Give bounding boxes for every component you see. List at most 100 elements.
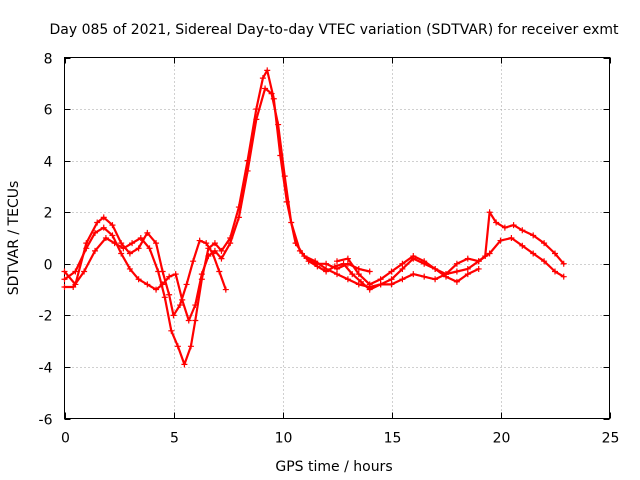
data-point <box>421 258 428 265</box>
data-point <box>179 296 186 303</box>
plot-frame <box>64 57 610 419</box>
series-5 <box>334 253 482 288</box>
data-point <box>126 265 133 272</box>
data-point <box>177 302 184 309</box>
data-point <box>482 253 489 260</box>
data-point <box>155 268 162 275</box>
data-point <box>410 253 417 260</box>
data-point <box>453 278 460 285</box>
x-axis-label: GPS time / hours <box>275 459 392 475</box>
data-point <box>355 271 362 278</box>
data-point <box>552 250 558 257</box>
data-point <box>314 263 321 270</box>
data-point <box>161 294 168 301</box>
data-point <box>259 75 266 82</box>
data-point <box>118 240 125 247</box>
data-point <box>120 245 127 252</box>
data-point <box>388 268 395 275</box>
axis-ticks <box>64 57 611 420</box>
data-point <box>211 247 218 254</box>
data-point <box>159 281 166 288</box>
data-point <box>205 253 212 260</box>
data-point <box>192 302 199 309</box>
data-point <box>453 260 460 267</box>
y-tick-label: -4 <box>39 361 53 377</box>
y-tick-label: 0 <box>44 258 53 274</box>
data-point <box>432 276 439 283</box>
data-point <box>203 240 210 247</box>
data-point <box>541 240 548 247</box>
data-point <box>144 281 151 288</box>
data-point <box>102 235 109 241</box>
series-line <box>63 69 371 366</box>
data-point <box>262 85 269 92</box>
data-point <box>312 258 319 265</box>
data-point <box>560 260 567 267</box>
data-point <box>235 214 242 221</box>
data-point <box>340 260 347 267</box>
data-point <box>72 268 79 275</box>
data-point <box>153 240 160 247</box>
data-point <box>109 232 116 239</box>
data-point <box>497 237 504 244</box>
data-point <box>519 242 526 249</box>
data-point <box>334 258 340 265</box>
data-point <box>377 276 384 283</box>
data-point <box>166 273 173 280</box>
data-point <box>443 273 449 280</box>
data-point <box>464 271 471 278</box>
data-point <box>344 255 351 262</box>
data-point <box>486 250 493 257</box>
grid-lines <box>64 57 610 419</box>
data-point <box>100 224 107 231</box>
data-point <box>198 271 205 278</box>
data-point <box>253 116 260 123</box>
data-point <box>323 260 330 267</box>
data-point <box>355 265 362 272</box>
x-tick-label: 25 <box>602 431 620 447</box>
x-tick-label: 5 <box>170 431 179 447</box>
data-point <box>377 281 384 288</box>
data-point <box>172 271 179 278</box>
series-2 <box>61 67 373 368</box>
data-point <box>109 222 116 229</box>
data-point <box>92 247 99 254</box>
data-point <box>366 268 373 275</box>
data-point <box>183 281 190 288</box>
y-tick-label: -2 <box>39 309 53 325</box>
x-tick-label: 0 <box>61 431 70 447</box>
data-point <box>510 222 517 229</box>
data-point <box>349 271 356 278</box>
y-tick-label: -6 <box>39 413 53 429</box>
data-point <box>453 268 460 275</box>
data-point <box>493 219 500 226</box>
y-tick-label: 4 <box>44 155 53 171</box>
data-point <box>264 67 271 74</box>
data-point <box>530 250 537 257</box>
chart-title: Day 085 of 2021, Sidereal Day-to-day VTE… <box>50 22 620 38</box>
data-point <box>323 265 330 272</box>
data-point <box>399 265 406 272</box>
data-point <box>81 268 88 275</box>
data-point <box>218 247 225 254</box>
data-point <box>334 271 340 278</box>
data-point <box>129 240 136 247</box>
x-tick-label: 15 <box>384 431 402 447</box>
data-point <box>560 273 567 280</box>
data-point <box>135 245 142 252</box>
data-point <box>366 281 373 288</box>
data-point <box>388 276 395 283</box>
data-point <box>275 121 282 128</box>
data-point <box>83 245 90 252</box>
data-point <box>344 276 351 283</box>
data-point <box>432 265 439 272</box>
data-point <box>388 281 395 288</box>
x-tick-label: 20 <box>493 431 511 447</box>
data-series <box>61 67 567 368</box>
data-point <box>94 219 101 226</box>
data-point <box>399 260 406 267</box>
data-point <box>331 263 338 270</box>
x-tick-label: 10 <box>275 431 293 447</box>
data-point <box>268 90 275 97</box>
series-line <box>63 216 227 317</box>
